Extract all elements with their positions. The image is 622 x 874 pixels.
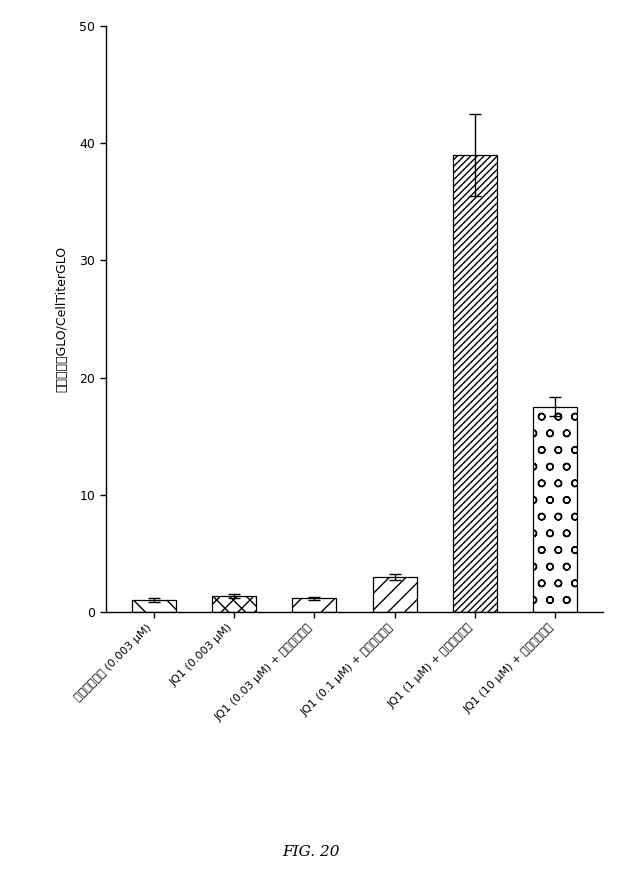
Bar: [533, 407, 577, 612]
Bar: [373, 577, 417, 612]
Y-axis label: カスパーゼGLO/CellTiterGLO: カスパーゼGLO/CellTiterGLO: [55, 246, 68, 392]
Bar: [292, 599, 337, 612]
Bar: [453, 155, 497, 612]
Bar: [132, 600, 176, 612]
Text: FIG. 20: FIG. 20: [282, 845, 340, 859]
Bar: [212, 596, 256, 612]
